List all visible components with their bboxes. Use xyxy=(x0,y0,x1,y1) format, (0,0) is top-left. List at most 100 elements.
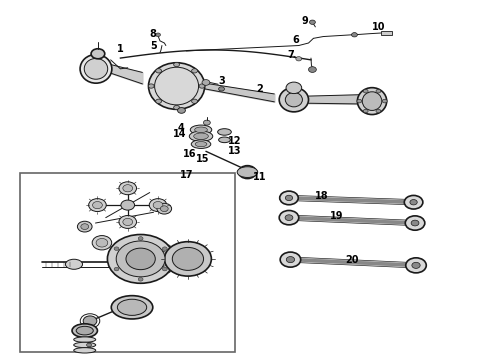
Circle shape xyxy=(162,247,167,251)
Circle shape xyxy=(203,120,210,125)
Circle shape xyxy=(310,20,316,24)
Text: 10: 10 xyxy=(372,22,386,32)
Circle shape xyxy=(160,206,168,212)
Circle shape xyxy=(382,99,387,103)
Ellipse shape xyxy=(194,133,208,139)
Circle shape xyxy=(119,216,137,228)
Circle shape xyxy=(412,262,420,269)
Circle shape xyxy=(153,202,163,209)
Circle shape xyxy=(285,195,293,201)
Bar xyxy=(20,173,235,352)
Circle shape xyxy=(87,343,92,347)
Circle shape xyxy=(149,199,167,212)
Circle shape xyxy=(114,247,119,251)
Text: 8: 8 xyxy=(149,29,156,39)
Circle shape xyxy=(192,99,197,103)
Circle shape xyxy=(138,237,143,240)
Ellipse shape xyxy=(191,140,211,148)
Circle shape xyxy=(286,257,294,263)
Circle shape xyxy=(165,242,211,276)
Text: 3: 3 xyxy=(219,76,225,86)
Circle shape xyxy=(199,84,205,88)
Circle shape xyxy=(192,69,197,73)
Circle shape xyxy=(404,195,423,209)
Circle shape xyxy=(376,89,381,93)
Text: 13: 13 xyxy=(228,146,242,156)
Circle shape xyxy=(410,199,417,205)
Circle shape xyxy=(77,221,92,232)
Circle shape xyxy=(121,200,135,210)
Circle shape xyxy=(173,62,179,67)
Circle shape xyxy=(406,258,426,273)
Circle shape xyxy=(376,109,381,113)
Circle shape xyxy=(219,87,224,91)
Circle shape xyxy=(138,278,143,281)
Circle shape xyxy=(126,248,155,270)
Circle shape xyxy=(280,252,301,267)
Ellipse shape xyxy=(118,299,147,315)
Circle shape xyxy=(405,216,425,230)
Text: 7: 7 xyxy=(287,50,294,60)
Ellipse shape xyxy=(80,54,112,83)
Circle shape xyxy=(285,215,293,221)
Circle shape xyxy=(363,89,368,93)
Ellipse shape xyxy=(111,296,153,319)
Text: 2: 2 xyxy=(256,84,263,94)
Text: 9: 9 xyxy=(302,16,309,26)
Text: 16: 16 xyxy=(183,149,196,159)
Text: 14: 14 xyxy=(173,129,186,139)
Circle shape xyxy=(351,33,357,37)
Ellipse shape xyxy=(195,141,207,147)
Text: 12: 12 xyxy=(228,136,242,145)
Ellipse shape xyxy=(148,63,205,109)
Ellipse shape xyxy=(219,137,230,143)
Text: 5: 5 xyxy=(150,41,157,50)
Ellipse shape xyxy=(190,125,212,135)
Ellipse shape xyxy=(74,337,96,342)
Circle shape xyxy=(89,199,106,212)
Circle shape xyxy=(172,247,203,270)
Text: 18: 18 xyxy=(316,191,329,201)
Ellipse shape xyxy=(74,342,96,348)
Circle shape xyxy=(357,99,362,103)
Circle shape xyxy=(91,49,105,59)
Circle shape xyxy=(148,84,154,88)
Bar xyxy=(381,31,392,36)
Ellipse shape xyxy=(218,129,231,135)
Ellipse shape xyxy=(195,127,207,132)
Text: 11: 11 xyxy=(253,172,267,182)
Circle shape xyxy=(156,33,160,37)
Circle shape xyxy=(116,241,165,277)
Ellipse shape xyxy=(189,131,213,141)
Text: 1: 1 xyxy=(117,44,124,54)
Circle shape xyxy=(363,109,368,113)
Circle shape xyxy=(239,166,256,179)
Circle shape xyxy=(157,203,172,214)
Circle shape xyxy=(296,57,302,61)
Circle shape xyxy=(411,220,419,226)
Ellipse shape xyxy=(84,58,108,79)
Ellipse shape xyxy=(74,348,96,353)
Circle shape xyxy=(309,67,317,72)
Ellipse shape xyxy=(237,167,258,177)
Circle shape xyxy=(162,267,167,271)
Circle shape xyxy=(280,191,298,205)
Circle shape xyxy=(123,185,133,192)
Circle shape xyxy=(173,105,179,110)
Ellipse shape xyxy=(357,87,387,114)
Circle shape xyxy=(177,108,185,113)
Circle shape xyxy=(279,211,299,225)
Circle shape xyxy=(96,238,108,247)
Circle shape xyxy=(114,267,119,271)
Circle shape xyxy=(156,69,162,73)
Circle shape xyxy=(93,202,102,209)
Text: 20: 20 xyxy=(346,255,359,265)
Text: 19: 19 xyxy=(330,211,343,221)
Text: 6: 6 xyxy=(292,35,299,45)
Circle shape xyxy=(123,219,133,226)
Circle shape xyxy=(83,316,97,326)
Circle shape xyxy=(156,99,162,103)
Ellipse shape xyxy=(279,87,309,112)
Circle shape xyxy=(202,80,210,85)
Ellipse shape xyxy=(72,324,98,337)
